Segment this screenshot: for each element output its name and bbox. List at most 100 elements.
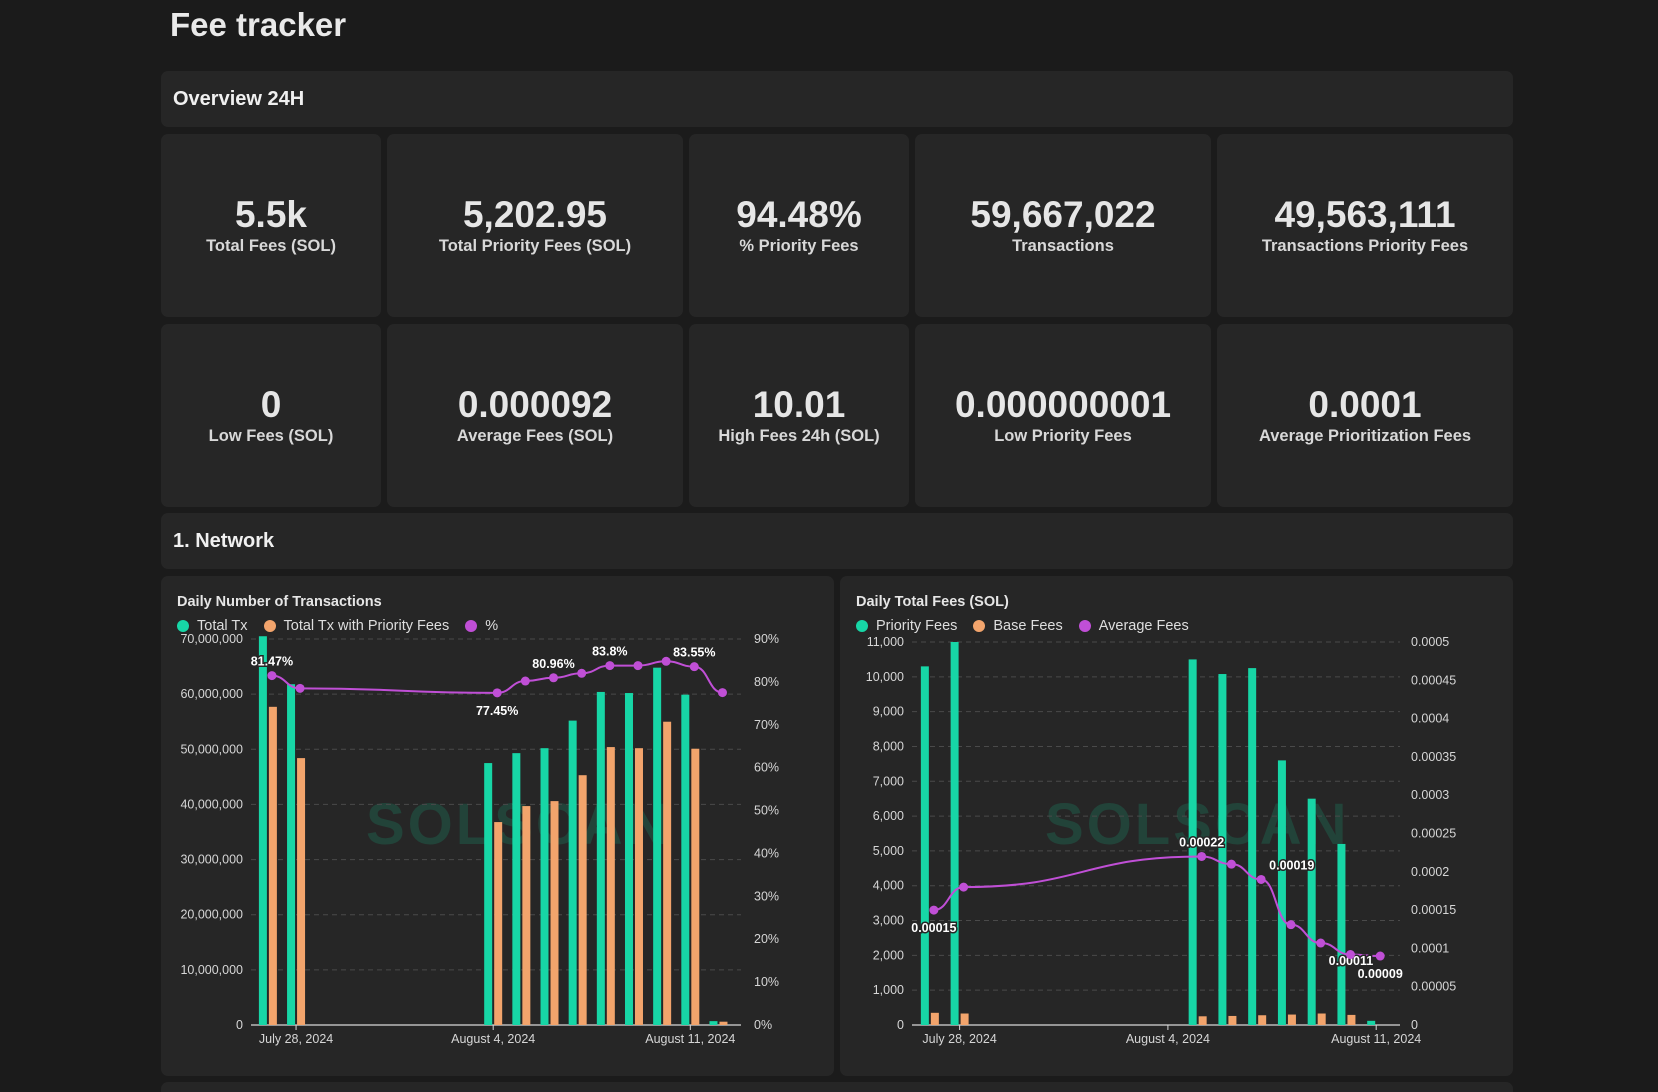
- legend-dot-icon: [263, 620, 276, 632]
- data-label: 0.00019: [1269, 858, 1314, 872]
- bar: [258, 636, 267, 1025]
- x-tick-label: July 28, 2024: [922, 1032, 996, 1046]
- y-right-tick-label: 0.00025: [1411, 827, 1456, 841]
- y-right-tick-label: 0.00015: [1411, 903, 1456, 917]
- bar: [596, 691, 605, 1025]
- stat-value: 0: [260, 383, 282, 425]
- bar: [1347, 1014, 1356, 1025]
- line-point: [633, 661, 643, 671]
- bar: [634, 748, 643, 1025]
- series-line: [933, 855, 1381, 958]
- stat-card-average-prioritization-fees: 0.0001 Average Prioritization Fees: [1217, 324, 1513, 507]
- data-label: 0.00022: [1179, 835, 1224, 849]
- legend-dot-icon: [856, 620, 868, 632]
- data-label: 77.45%: [476, 704, 518, 718]
- line-point: [549, 673, 559, 683]
- legend-item-priority-fees[interactable]: Priority Fees: [856, 618, 957, 634]
- series-line: [271, 660, 723, 694]
- y-right-tick-label: 0.00005: [1411, 980, 1456, 994]
- data-label: 0.00015: [911, 921, 956, 935]
- stat-value: 94.48%: [736, 193, 862, 235]
- stat-value: 5,202.95: [462, 193, 608, 235]
- bar: [1307, 798, 1316, 1025]
- y-left-tick-label: 10,000,000: [180, 963, 243, 977]
- y-right-tick-label: 40%: [754, 846, 779, 860]
- y-left-tick-label: 2,000: [873, 948, 904, 962]
- y-right-tick-label: 30%: [754, 889, 779, 903]
- legend-label: %: [485, 618, 499, 634]
- y-right-tick-label: 0.0003: [1411, 788, 1449, 802]
- x-tick-label: August 11, 2024: [645, 1032, 735, 1046]
- y-right-tick-label: 20%: [754, 932, 779, 946]
- stat-card-high-fees: 10.01 High Fees 24h (SOL): [689, 324, 909, 507]
- line-point: [1375, 951, 1385, 961]
- line-point: [1256, 874, 1266, 884]
- legend-label: Average Fees: [1098, 618, 1189, 634]
- data-label: 80.96%: [532, 657, 574, 671]
- bar: [1218, 674, 1227, 1025]
- y-left-tick-label: 1,000: [873, 983, 904, 997]
- y-right-tick-label: 0.0001: [1411, 941, 1449, 955]
- chart-title: Daily Number of Transactions: [177, 594, 382, 610]
- y-left-tick-label: 5,000: [873, 844, 904, 858]
- y-left-tick-label: 7,000: [873, 774, 904, 788]
- y-left-tick-label: 0: [236, 1018, 243, 1032]
- bar: [1337, 843, 1346, 1025]
- bar: [578, 775, 587, 1025]
- line-point: [1286, 920, 1296, 930]
- y-right-tick-label: 0.0005: [1411, 635, 1449, 649]
- legend-item-total-tx-priority[interactable]: Total Tx with Priority Fees: [263, 618, 450, 634]
- legend-dot-icon: [177, 620, 189, 632]
- line-point: [295, 683, 305, 693]
- line-point: [492, 688, 502, 698]
- y-left-tick-label: 0: [897, 1018, 904, 1032]
- y-right-tick-label: 60%: [754, 761, 779, 775]
- line-point: [661, 656, 671, 666]
- legend-item-total-tx[interactable]: Total Tx: [177, 618, 248, 634]
- y-left-tick-label: 70,000,000: [180, 632, 243, 646]
- chart-svg: 0 1,000 2,000 3,000 4,000 5,000 6,000 7,000 8,00…: [866, 635, 1456, 1046]
- stat-value: 0.000092: [457, 383, 613, 425]
- y-right-tick-label: 90%: [754, 632, 779, 646]
- y-left-tick-label: 40,000,000: [180, 797, 243, 811]
- stat-value: 5.5k: [234, 193, 307, 235]
- x-tick-label: August 11, 2024: [1331, 1032, 1421, 1046]
- legend-label: Base Fees: [993, 618, 1063, 634]
- legend-item-percent[interactable]: %: [465, 618, 498, 634]
- legend-dot-icon: [973, 620, 986, 632]
- y-right-tick-label: 50%: [754, 804, 779, 818]
- stat-card-total-priority-fees: 5,202.95 Total Priority Fees (SOL): [387, 134, 683, 317]
- bar: [950, 642, 959, 1025]
- bar: [1188, 659, 1197, 1025]
- line-point: [520, 676, 530, 686]
- stat-label: Low Fees (SOL): [208, 427, 334, 446]
- overview-header-label: Overview 24H: [173, 87, 305, 110]
- bar: [297, 758, 306, 1025]
- bar: [1228, 1015, 1237, 1025]
- bar: [606, 747, 615, 1025]
- stat-value: 49,563,111: [1274, 193, 1456, 235]
- bar: [550, 801, 559, 1025]
- line-point: [1226, 859, 1236, 869]
- y-left-tick-label: 4,000: [873, 879, 904, 893]
- chart-legend: Total Tx Total Tx with Priority Fees %: [177, 618, 498, 634]
- y-right-tick-label: 0%: [754, 1018, 772, 1032]
- bar: [287, 684, 296, 1025]
- legend-dot-icon: [465, 620, 478, 632]
- chart-daily-total-fees: Daily Total Fees (SOL) Priority Fees Bas…: [840, 576, 1513, 1076]
- legend-item-base-fees[interactable]: Base Fees: [973, 618, 1063, 634]
- bar: [1367, 1020, 1376, 1025]
- line-point: [577, 668, 587, 678]
- y-left-tick-label: 10,000: [866, 670, 904, 684]
- bar: [268, 706, 277, 1025]
- line-point: [717, 688, 727, 698]
- bar: [540, 748, 549, 1025]
- bar: [653, 667, 662, 1025]
- data-label: 0.00011: [1329, 954, 1374, 968]
- data-label: 83.8%: [592, 645, 627, 659]
- stat-card-transactions-priority-fees: 49,563,111 Transactions Priority Fees: [1217, 134, 1513, 317]
- bar: [663, 721, 672, 1025]
- x-tick-label: August 4, 2024: [451, 1032, 535, 1046]
- legend-label: Total Tx with Priority Fees: [283, 618, 450, 634]
- legend-item-average-fees[interactable]: Average Fees: [1078, 618, 1189, 634]
